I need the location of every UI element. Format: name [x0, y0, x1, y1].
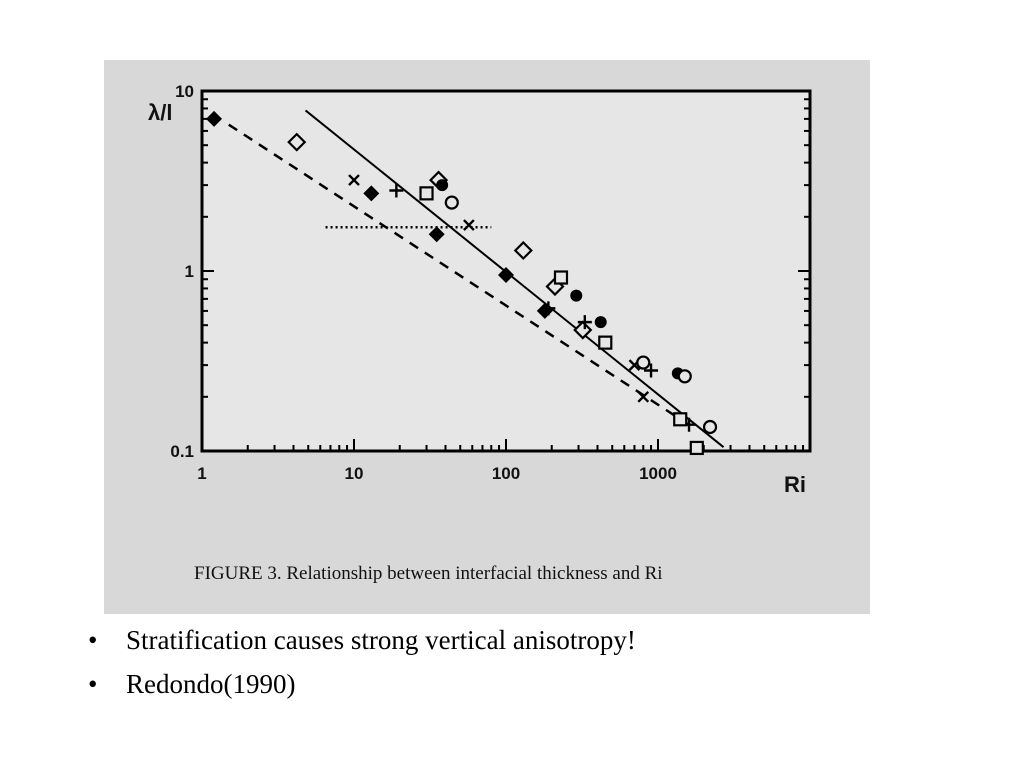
dashed-fit-line	[228, 123, 694, 429]
axis-ticks	[202, 98, 810, 451]
x-tick-label: 1	[197, 464, 206, 483]
cross-marker	[348, 174, 360, 186]
figure-scan: 1 10 100 1000 10 1 0.1 Ri λ/l FIGURE 3. Relati…	[104, 60, 870, 614]
filled-diamond-marker	[206, 110, 223, 127]
open-diamond-marker	[573, 320, 593, 340]
open-diamond-marker	[513, 240, 533, 261]
bullet-item-1: Stratification causes strong vertical an…	[88, 618, 636, 662]
plus-marker	[644, 363, 659, 378]
filled-circle-marker	[594, 316, 607, 329]
fit-lines	[228, 109, 725, 448]
solid-fit-line	[304, 109, 725, 448]
data-markers	[206, 110, 718, 456]
open-square-marker	[553, 270, 569, 285]
x-tick-label: 10	[345, 464, 364, 483]
open-circle-marker	[636, 355, 651, 370]
filled-diamond-marker	[363, 185, 380, 202]
open-square-marker	[419, 186, 434, 201]
open-square-marker	[689, 440, 704, 456]
plus-marker	[389, 183, 404, 198]
x-axis-label: Ri	[784, 472, 806, 497]
filled-diamond-marker	[498, 267, 514, 284]
filled-circle-marker	[570, 289, 583, 302]
cross-marker	[637, 390, 650, 403]
open-circle-marker	[444, 195, 459, 210]
open-square-marker	[598, 335, 613, 350]
filled-circle-marker	[436, 179, 449, 192]
y-axis-label: λ/l	[148, 100, 172, 125]
open-diamond-marker	[287, 132, 307, 152]
bullet-list: Stratification causes strong vertical an…	[88, 618, 636, 706]
bullet-item-2: Redondo(1990)	[88, 662, 636, 706]
y-tick-label: 1	[185, 262, 194, 281]
y-tick-label: 10	[175, 82, 194, 101]
filled-diamond-marker	[428, 226, 445, 243]
plus-marker	[577, 315, 592, 330]
open-circle-marker	[677, 369, 692, 384]
open-circle-marker	[702, 419, 718, 435]
open-square-marker	[673, 412, 688, 427]
cross-marker	[463, 219, 475, 231]
y-tick-label: 0.1	[170, 442, 194, 461]
plus-marker	[541, 301, 556, 316]
x-tick-label: 1000	[639, 464, 677, 483]
figure-caption: FIGURE 3. Relationship between interfaci…	[194, 563, 663, 584]
x-tick-label: 100	[492, 464, 520, 483]
